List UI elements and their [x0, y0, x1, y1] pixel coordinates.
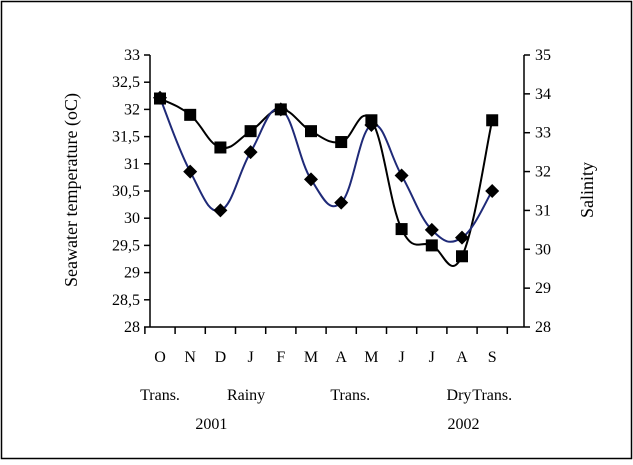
- category-label: M: [364, 349, 378, 366]
- data-point-diamond: [364, 117, 379, 132]
- category-label: J: [429, 349, 435, 366]
- data-point-diamond: [183, 164, 198, 179]
- category-label: N: [184, 349, 196, 366]
- year-label: 2001: [195, 416, 227, 433]
- data-point-diamond: [273, 102, 288, 117]
- left-axis-tick-label: 33: [124, 47, 140, 64]
- right-axis-tick-label: 28: [535, 319, 551, 336]
- category-label: F: [276, 349, 285, 366]
- data-point-square: [214, 141, 227, 154]
- year-label: 2002: [448, 416, 480, 433]
- data-point-square: [425, 239, 438, 252]
- category-label: J: [398, 349, 404, 366]
- data-point-diamond: [243, 145, 258, 160]
- data-point-square: [456, 250, 468, 263]
- left-axis-title: Seawater temperature (oC): [61, 93, 82, 287]
- left-axis-tick-label: 30: [124, 210, 140, 227]
- category-label: M: [304, 349, 318, 366]
- left-axis-tick-label: 32: [124, 101, 140, 118]
- data-point-diamond: [213, 203, 228, 218]
- data-point-diamond: [394, 168, 409, 183]
- data-point-diamond: [485, 184, 500, 198]
- data-point-square: [395, 223, 408, 236]
- season-label: Dry: [447, 387, 472, 404]
- tick-layer: 28 28,5 29 29,5 30 30,5 31 31,5 32 32,5 33 28 29 30 31…: [112, 47, 551, 336]
- left-axis-tick-label: 29: [124, 265, 140, 282]
- left-axis-tick-label: 28: [124, 319, 140, 336]
- season-label: Trans.: [140, 387, 180, 404]
- right-axis-tick-label: 32: [535, 164, 551, 181]
- right-axis-tick-label: 31: [535, 202, 551, 219]
- data-point-diamond: [304, 172, 318, 187]
- left-axis-tick-label: 30,5: [112, 183, 140, 200]
- data-point-diamond: [424, 222, 439, 237]
- data-point-square: [305, 125, 317, 138]
- left-axis-tick-label: 29,5: [112, 237, 140, 254]
- series-markers-layer: [153, 90, 500, 263]
- category-label: O: [154, 349, 166, 366]
- left-axis-tick-label: 31,5: [112, 129, 140, 146]
- right-axis-title: Salinity: [577, 162, 597, 218]
- data-point-diamond: [153, 90, 167, 105]
- data-point-diamond: [334, 195, 349, 210]
- data-point-diamond: [455, 230, 469, 245]
- left-axis-tick-label: 28,5: [112, 292, 140, 309]
- left-axis-tick-label: 31: [124, 156, 140, 173]
- right-axis-tick-label: 35: [535, 47, 551, 64]
- data-point-square: [486, 114, 499, 127]
- right-axis-tick-label: 34: [535, 86, 551, 103]
- category-label: D: [215, 349, 227, 366]
- right-axis-tick-label: 29: [535, 280, 551, 297]
- category-label: A: [335, 349, 347, 366]
- season-label: Trans.: [472, 387, 512, 404]
- category-label: S: [488, 349, 497, 366]
- season-label: Rainy: [227, 387, 265, 404]
- category-label: A: [456, 349, 468, 366]
- data-point-square: [184, 108, 197, 121]
- season-label: Trans.: [330, 387, 370, 404]
- right-axis-tick-label: 33: [535, 125, 551, 142]
- category-label: J: [247, 349, 253, 366]
- data-point-square: [335, 136, 348, 149]
- data-point-square: [244, 125, 257, 138]
- right-axis-tick-label: 30: [535, 241, 551, 258]
- left-axis-tick-label: 32,5: [112, 74, 140, 91]
